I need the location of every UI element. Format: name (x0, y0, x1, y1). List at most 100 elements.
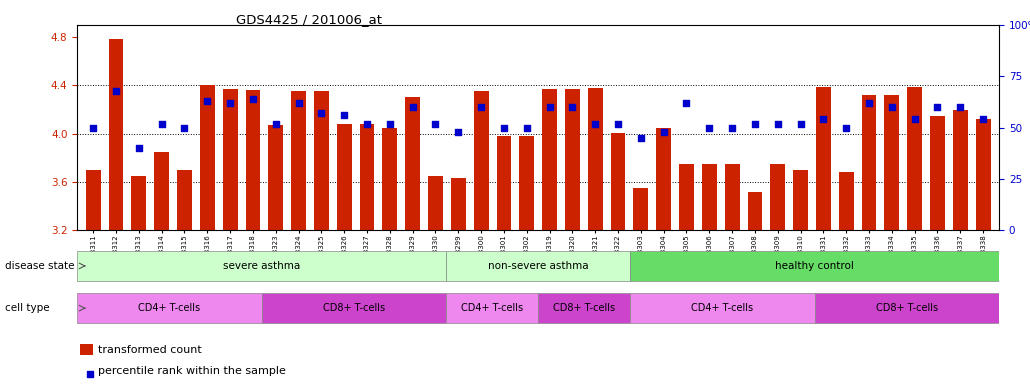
Point (176, 124, 193, 131)
Point (974, 116, 991, 122)
Text: CD4+ T-cells: CD4+ T-cells (691, 303, 754, 313)
Text: non-severe asthma: non-severe asthma (488, 261, 588, 271)
Point (929, 104, 946, 110)
Point (405, 104, 421, 110)
Bar (538, 293, 630, 323)
Point (564, 104, 581, 110)
Bar (975, 119, 991, 384)
Bar (446, 293, 538, 323)
Point (221, 100, 238, 106)
Bar (382, 128, 398, 384)
Point (632, 135, 649, 141)
Bar (446, 251, 630, 281)
Bar (519, 136, 535, 384)
Point (815, 116, 831, 122)
Bar (222, 89, 238, 384)
Point (131, 145, 147, 151)
Bar (108, 40, 124, 384)
Bar (565, 89, 580, 384)
Bar (679, 164, 694, 384)
Point (724, 124, 741, 131)
Point (336, 112, 352, 118)
Bar (77, 293, 262, 323)
Bar (588, 88, 603, 384)
Point (610, 121, 626, 127)
Bar (132, 176, 146, 384)
Text: severe asthma: severe asthma (222, 261, 301, 271)
Point (382, 121, 399, 127)
Point (268, 121, 284, 127)
Point (678, 100, 694, 106)
Point (655, 129, 672, 135)
Bar (451, 179, 466, 384)
Point (245, 96, 262, 102)
Point (587, 121, 604, 127)
Bar (611, 132, 625, 384)
Bar (838, 172, 854, 384)
Bar (748, 192, 762, 384)
Text: cell type: cell type (5, 303, 49, 313)
Point (518, 124, 535, 131)
Point (884, 104, 900, 110)
Bar (953, 109, 968, 384)
Bar (77, 251, 446, 281)
Point (266, 307, 282, 313)
Bar (291, 91, 306, 384)
Bar (154, 152, 169, 384)
Text: GDS4425 / 201006_at: GDS4425 / 201006_at (236, 13, 382, 26)
Bar (314, 91, 329, 384)
Point (290, 100, 307, 106)
Bar (177, 170, 192, 384)
Bar (930, 116, 945, 384)
Text: CD4+ T-cells: CD4+ T-cells (461, 303, 523, 313)
Point (358, 121, 375, 127)
Text: CD8+ T-cells: CD8+ T-cells (876, 303, 938, 313)
Point (769, 121, 786, 127)
Bar (885, 95, 899, 384)
Bar (862, 95, 877, 384)
Bar (770, 164, 785, 384)
Text: CD8+ T-cells: CD8+ T-cells (322, 303, 385, 313)
Text: healthy control: healthy control (776, 261, 854, 271)
Bar (793, 170, 808, 384)
Bar (630, 251, 999, 281)
Point (747, 121, 763, 127)
Bar (725, 164, 740, 384)
Point (153, 121, 170, 127)
Bar (428, 176, 443, 384)
Point (313, 110, 330, 116)
Point (838, 124, 855, 131)
Bar (245, 90, 261, 384)
Point (701, 124, 718, 131)
Point (199, 98, 215, 104)
Point (952, 104, 968, 110)
Point (473, 104, 489, 110)
Text: CD8+ T-cells: CD8+ T-cells (553, 303, 615, 313)
Bar (337, 124, 351, 384)
Bar (85, 170, 101, 384)
Bar (815, 293, 999, 323)
Bar (630, 293, 815, 323)
Bar (262, 293, 446, 323)
Point (792, 121, 809, 127)
Text: CD4+ T-cells: CD4+ T-cells (138, 303, 201, 313)
Point (542, 104, 558, 110)
Point (427, 121, 444, 127)
Bar (496, 136, 511, 384)
Bar (907, 87, 922, 384)
Bar (200, 85, 214, 384)
Point (108, 88, 125, 94)
Bar (656, 128, 672, 384)
Bar (474, 91, 488, 384)
Point (906, 116, 923, 122)
Text: percentile rank within the sample: percentile rank within the sample (98, 366, 285, 376)
Point (495, 124, 512, 131)
Point (861, 100, 878, 106)
Bar (542, 89, 557, 384)
Point (85, 124, 102, 131)
Text: disease state: disease state (5, 261, 74, 271)
Bar (633, 188, 648, 384)
Bar (269, 125, 283, 384)
Point (450, 129, 467, 135)
Bar (816, 87, 831, 384)
